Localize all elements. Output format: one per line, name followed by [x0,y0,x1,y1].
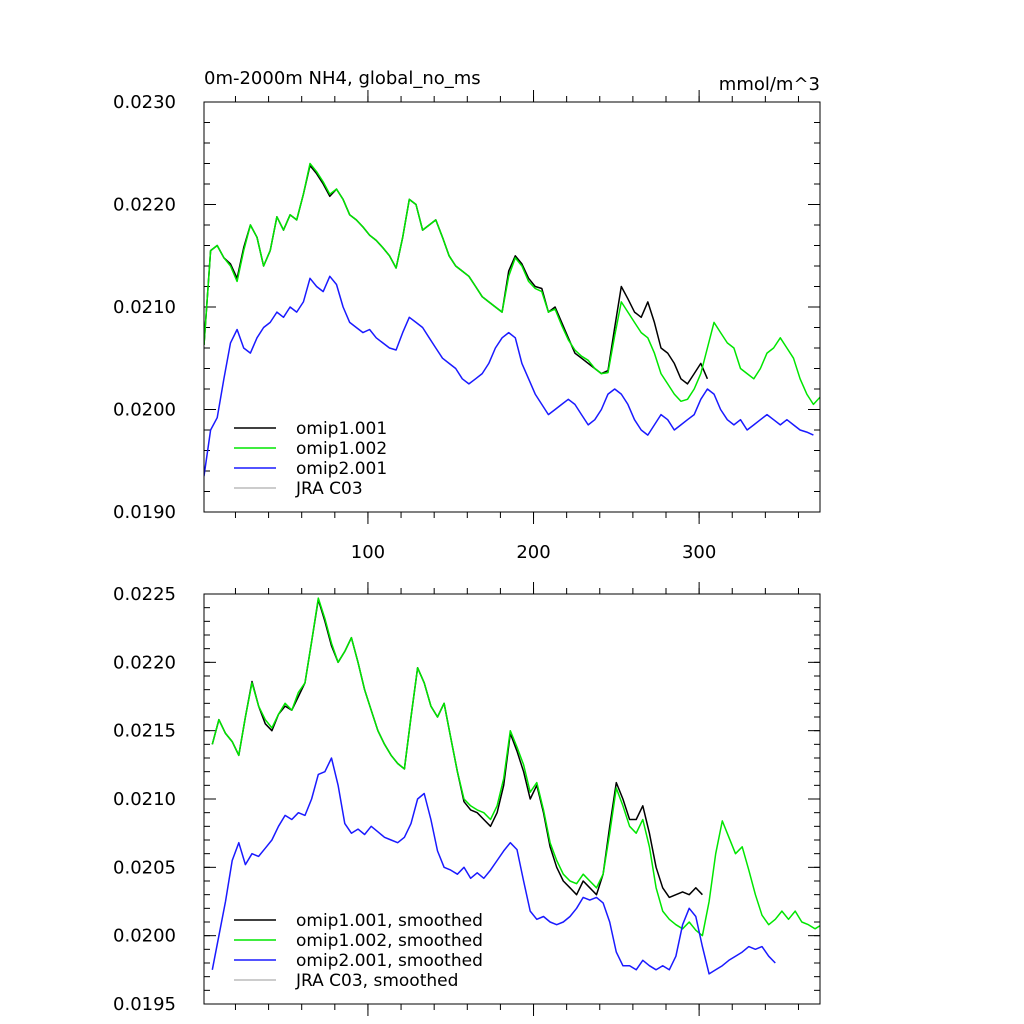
y-tick-label: 0.0210 [113,297,176,318]
y-tick-label: 0.0190 [113,502,176,523]
chart-units: mmol/m^3 [719,74,820,95]
legend-label: omip1.002 [296,439,387,459]
legend-label: JRA C03, smoothed [295,971,458,991]
y-tick-label: 0.0205 [113,857,176,878]
top-panel: 0.0190 0.0200 0.0210 0.0220 0.0230 100 200 300 o… [113,90,821,563]
legend-label: JRA C03 [295,479,363,499]
x-tick-label: 200 [516,542,550,563]
legend-label: omip2.001, smoothed [296,951,483,971]
legend-label: omip1.001 [296,419,387,439]
x-tick-label: 100 [351,542,385,563]
plot-frame [203,101,821,513]
legend-label: omip1.002, smoothed [296,931,483,951]
series-line-omip1-002-smoothed [211,597,820,937]
series-line-omip2-001 [204,275,814,477]
y-tick-label: 0.0200 [113,400,176,421]
y-tick-label: 0.0220 [113,652,176,673]
y-tick-label: 0.0220 [113,195,176,216]
series-line-omip2-001-smoothed [211,757,776,975]
y-tick-label: 0.0200 [113,926,176,947]
y-tick-label: 0.0210 [113,789,176,810]
chart-title: 0m-2000m NH4, global_no_ms [204,68,481,89]
y-tick-label: 0.0215 [113,721,176,742]
y-tick-label: 0.0195 [113,994,176,1015]
legend-label: omip1.001, smoothed [296,911,483,931]
series-line-omip1-002 [204,162,820,406]
y-tick-label: 0.0230 [113,92,176,113]
y-tick-label: 0.0225 [113,584,176,605]
legend-label: omip2.001 [296,459,387,479]
bottom-panel: 0.0195 0.0200 0.0205 0.0210 0.0215 0.0220 0.02… [113,582,821,1016]
x-tick-label: 300 [682,542,716,563]
series-line-omip1-001-smoothed [211,598,703,899]
plot-frame [203,593,821,1005]
series-line-omip1-001 [204,164,709,385]
